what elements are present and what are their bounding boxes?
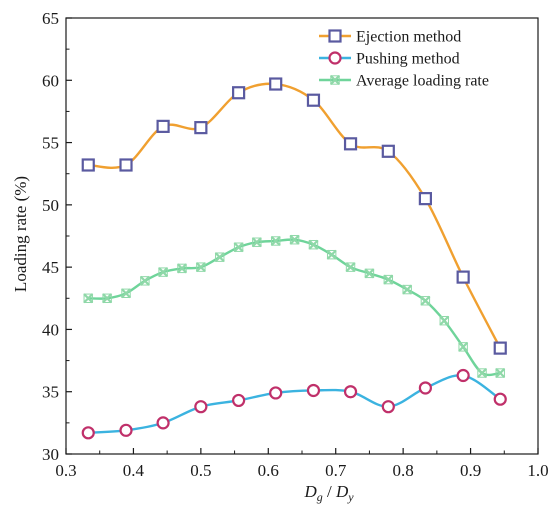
x-tick-label: 0.9 bbox=[460, 461, 481, 480]
data-point bbox=[139, 275, 150, 286]
x-axis-title-separator: / bbox=[323, 482, 336, 501]
data-point bbox=[343, 137, 358, 151]
series-0 bbox=[81, 77, 507, 355]
x-tick-label: 0.7 bbox=[325, 461, 347, 480]
series-line bbox=[88, 82, 502, 349]
x-tick-label: 1.0 bbox=[527, 461, 548, 480]
data-point bbox=[251, 237, 262, 248]
y-tick-label: 40 bbox=[42, 320, 59, 339]
x-tick-label: 0.4 bbox=[123, 461, 145, 480]
data-point bbox=[102, 293, 113, 304]
y-tick-label: 30 bbox=[42, 445, 59, 464]
data-point bbox=[121, 288, 131, 299]
data-point bbox=[83, 293, 94, 304]
data-point bbox=[81, 158, 95, 172]
data-point bbox=[232, 86, 246, 100]
y-tick-label: 45 bbox=[42, 258, 59, 277]
legend-label: Average loading rate bbox=[356, 73, 489, 90]
data-point bbox=[383, 274, 394, 285]
data-point bbox=[158, 267, 169, 278]
data-point bbox=[381, 400, 395, 414]
y-tick-label: 60 bbox=[42, 71, 59, 90]
legend-label: Pushing method bbox=[356, 51, 460, 68]
data-point bbox=[156, 119, 170, 133]
x-tick-label: 0.6 bbox=[258, 461, 279, 480]
data-point bbox=[306, 383, 321, 398]
series-line bbox=[88, 238, 501, 377]
legend: Ejection method Pushing method Average loa… bbox=[319, 29, 489, 90]
data-point bbox=[328, 29, 342, 43]
legend-label: Ejection method bbox=[356, 29, 461, 46]
data-point bbox=[439, 315, 450, 326]
data-point bbox=[214, 252, 225, 263]
data-point bbox=[119, 158, 133, 172]
data-point bbox=[269, 386, 283, 400]
series-2 bbox=[83, 234, 506, 379]
data-point bbox=[306, 93, 321, 107]
data-point bbox=[194, 400, 208, 414]
y-tick-label: 55 bbox=[42, 134, 59, 153]
data-point bbox=[381, 144, 395, 158]
data-point bbox=[176, 263, 187, 274]
data-point bbox=[328, 51, 342, 65]
data-point bbox=[402, 284, 413, 295]
data-point bbox=[195, 262, 206, 273]
data-point bbox=[269, 77, 283, 91]
data-point bbox=[233, 242, 244, 253]
data-point bbox=[458, 341, 469, 352]
data-point bbox=[345, 262, 356, 273]
data-point bbox=[119, 423, 133, 437]
data-point bbox=[270, 236, 281, 246]
legend-item: Ejection method bbox=[319, 29, 461, 46]
data-point bbox=[418, 192, 432, 206]
x-tick-label: 0.8 bbox=[393, 461, 414, 480]
data-point bbox=[495, 368, 506, 379]
x-axis-title: Dg / Dy bbox=[303, 482, 354, 504]
data-point bbox=[326, 249, 337, 260]
data-point bbox=[364, 268, 375, 279]
axes: 0.3 0.4 0.5 0.6 0.7 0.8 0.9 1.0 30 35 40 45 50 55 60 65 bbox=[42, 9, 549, 480]
data-point bbox=[420, 295, 431, 306]
legend-item: Pushing method bbox=[319, 51, 460, 68]
x-axis-title-numerator: D bbox=[303, 482, 317, 501]
y-tick-label: 35 bbox=[42, 383, 59, 402]
data-point bbox=[81, 426, 95, 440]
x-axis-title-denominator: D bbox=[335, 482, 349, 501]
y-axis-title: Loading rate (%) bbox=[11, 176, 30, 292]
data-point bbox=[232, 393, 246, 408]
data-point bbox=[477, 368, 488, 379]
y-tick-label: 50 bbox=[42, 196, 59, 215]
x-tick-label: 0.5 bbox=[190, 461, 211, 480]
x-tick-label: 0.3 bbox=[55, 461, 76, 480]
data-point bbox=[308, 239, 319, 250]
data-point bbox=[456, 368, 470, 383]
x-axis-title-denominator-sub: y bbox=[347, 490, 354, 504]
data-point bbox=[418, 381, 432, 395]
data-point bbox=[194, 121, 208, 135]
plot-series bbox=[81, 77, 507, 440]
data-point bbox=[343, 385, 358, 399]
data-point bbox=[493, 392, 507, 406]
legend-item: Average loading rate bbox=[319, 73, 489, 90]
data-point bbox=[493, 341, 507, 355]
data-point bbox=[156, 416, 170, 430]
y-tick-label: 65 bbox=[42, 9, 59, 28]
series-1 bbox=[81, 368, 507, 440]
data-point bbox=[330, 75, 340, 85]
data-point bbox=[456, 270, 470, 284]
data-point bbox=[289, 234, 300, 245]
series-line bbox=[88, 374, 501, 435]
x-axis-title-numerator-sub: g bbox=[317, 490, 323, 504]
